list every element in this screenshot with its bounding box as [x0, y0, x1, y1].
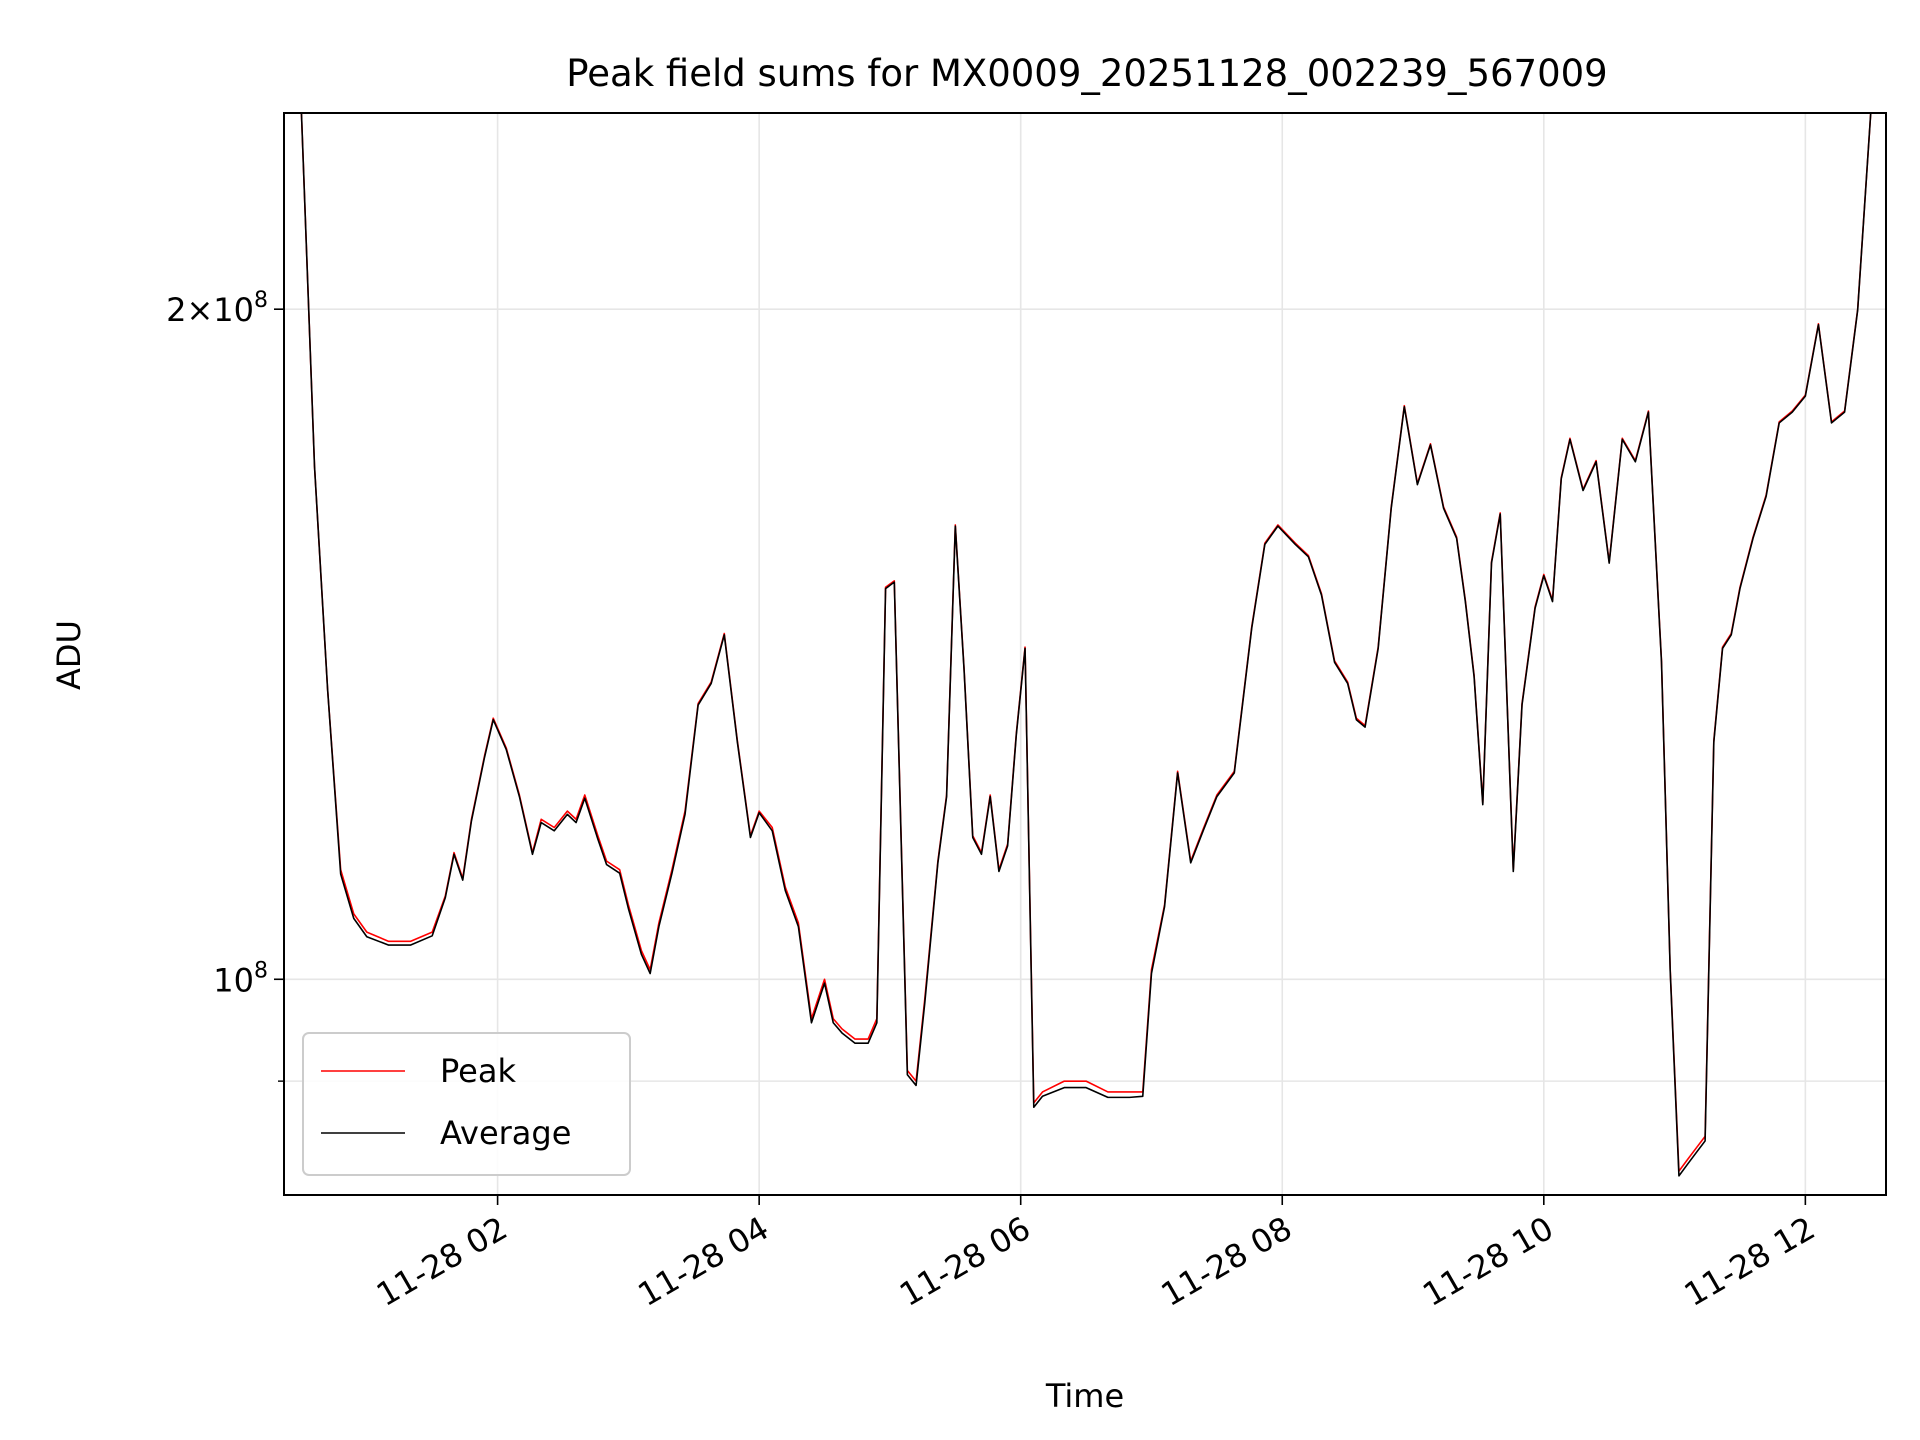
y-tick-label-1: 2×108 [166, 288, 268, 329]
legend-label-average: Average [440, 1114, 571, 1152]
legend: Peak Average [302, 1032, 631, 1176]
legend-label-peak: Peak [440, 1052, 516, 1090]
legend-box [302, 1032, 631, 1176]
plot-series [284, 113, 1872, 1177]
chart-title: Peak field sums for MX0009_20251128_0022… [566, 52, 1607, 95]
series-line-average [284, 113, 1872, 1177]
plot-frame [283, 112, 1887, 1196]
x-axis-label: Time [1045, 1377, 1124, 1415]
y-axis-label: ADU [50, 620, 88, 690]
